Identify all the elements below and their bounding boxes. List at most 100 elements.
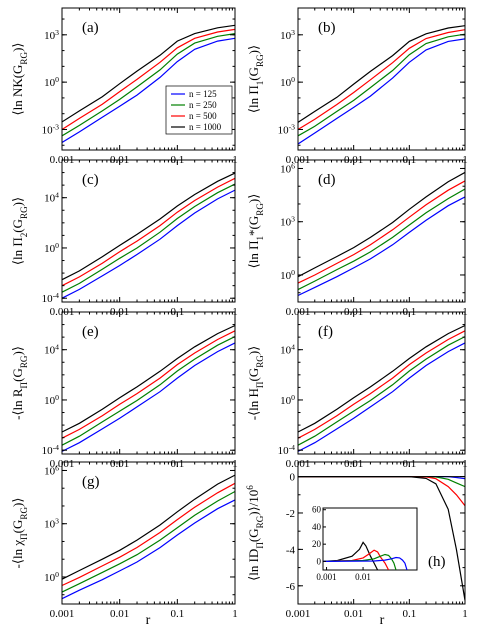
y-tick-label: 100 xyxy=(44,392,59,407)
y-tick-label: 103 xyxy=(280,27,295,42)
panel-label: (b) xyxy=(318,20,336,36)
x-tick-label: 0.1 xyxy=(170,608,184,620)
legend-entry: n = 1000 xyxy=(189,122,222,132)
y-axis-label: -⟨ln HΠ(GRG)⟩ xyxy=(246,346,265,421)
series-line-125 xyxy=(298,196,465,297)
y-tick-label: 104 xyxy=(44,342,59,357)
inset-plot: 0.001 0.01 0 20 40 60 xyxy=(312,505,418,582)
series-line-250 xyxy=(62,336,235,446)
series-line-1000 xyxy=(298,324,465,433)
inset-frame xyxy=(322,507,418,571)
panel-label: (d) xyxy=(318,172,336,188)
y-axis-label: -⟨ln RΠ(GRG)⟩ xyxy=(10,346,29,420)
series-line-125 xyxy=(62,189,235,299)
legend-entry: n = 250 xyxy=(189,100,217,110)
series-line-250 xyxy=(298,336,465,446)
panel-label: (a) xyxy=(82,20,99,36)
panel-label: (c) xyxy=(82,172,99,188)
series-line-250 xyxy=(62,490,235,593)
plot-frame xyxy=(61,7,236,151)
inset-series-line-125 xyxy=(323,556,408,570)
series-group xyxy=(62,24,235,144)
inset-y-tick-label: 60 xyxy=(312,505,322,515)
plot-frame xyxy=(61,159,236,303)
series-group xyxy=(62,172,235,299)
y-tick-label: -6 xyxy=(286,581,296,593)
y-tick-label: -4 xyxy=(286,544,296,556)
plot-frame xyxy=(61,311,236,455)
series-line-250 xyxy=(298,188,465,291)
series-line-125 xyxy=(62,37,235,144)
series-line-500 xyxy=(62,177,235,287)
y-tick-label: 100 xyxy=(280,267,295,282)
y-tick-label: -2 xyxy=(286,508,295,520)
y-tick-label: 100 xyxy=(44,75,59,90)
inset-x-tick-label: 0.01 xyxy=(355,572,371,582)
series-line-500 xyxy=(62,28,235,131)
y-tick-label: 10-3 xyxy=(42,122,60,137)
series-line-250 xyxy=(62,183,235,293)
series-line-1000 xyxy=(62,172,235,281)
inset-series-line-500 xyxy=(323,549,390,570)
series-line-1000 xyxy=(298,171,465,278)
plot-frame xyxy=(297,311,466,455)
series-line-1000 xyxy=(62,324,235,433)
series-line-125 xyxy=(298,38,465,145)
series-line-125 xyxy=(298,342,465,452)
plot-frame xyxy=(297,461,466,605)
y-tick-label: 10-3 xyxy=(278,122,296,137)
y-tick-label: 10-4 xyxy=(42,443,60,458)
y-tick-label: 103 xyxy=(44,516,59,531)
y-tick-label: 103 xyxy=(44,27,59,42)
series-group xyxy=(62,324,235,452)
series-line-125 xyxy=(62,342,235,452)
y-axis-label: -⟨ln χΠ(GRG)⟩ xyxy=(10,498,29,569)
panel-label: (e) xyxy=(82,324,99,340)
y-tick-label: 10-4 xyxy=(42,291,60,306)
x-tick-label: 1 xyxy=(232,608,238,620)
y-tick-label: 103 xyxy=(280,214,295,229)
y-axis-label: ⟨ln Π2(GRG)⟩ xyxy=(10,197,29,265)
inset-series-line-1000 xyxy=(323,541,379,570)
series-line-250 xyxy=(298,33,465,137)
panel-g: 0.001 0.01 0.1 1 100 103 106 -⟨ln χΠ(GRG)⟩ (g) xyxy=(10,461,238,620)
y-tick-label: 0 xyxy=(290,472,296,484)
x-axis-label: r xyxy=(146,613,151,627)
legend-entry: n = 500 xyxy=(189,111,217,121)
series-line-125 xyxy=(62,499,235,600)
x-tick-label: 0.001 xyxy=(50,608,75,620)
plot-frame xyxy=(61,461,236,605)
y-axis-label: ⟨ln Π1(GRG)⟩ xyxy=(246,45,265,113)
series-line-500 xyxy=(298,29,465,131)
y-tick-label: 104 xyxy=(44,190,59,205)
y-axis-label: ⟨ln IDΠ(GRG)⟩/106 xyxy=(245,485,265,581)
series-line-500 xyxy=(298,180,465,284)
y-tick-label: 100 xyxy=(44,240,59,255)
y-tick-label: 104 xyxy=(280,342,295,357)
series-line-1000 xyxy=(298,25,465,123)
x-tick-label: 0.1 xyxy=(402,608,416,620)
y-tick-label: 100 xyxy=(44,569,59,584)
series-line-1000 xyxy=(62,474,235,580)
panel-label: (f) xyxy=(318,324,333,340)
series-line-1000 xyxy=(62,24,235,123)
x-tick-label: 0.01 xyxy=(110,608,129,620)
x-tick-label: 0.01 xyxy=(344,608,363,620)
x-tick-label: 1 xyxy=(462,608,468,620)
y-axis-label: ⟨ln Π1*(GRG)⟩ xyxy=(246,194,265,269)
inset-y-tick-label: 20 xyxy=(312,539,322,549)
y-tick-label: 100 xyxy=(280,75,295,90)
panel-label: (g) xyxy=(82,474,100,490)
inset-y-tick-label: 40 xyxy=(312,522,322,532)
x-axis-label: r xyxy=(380,613,385,627)
series-line-500 xyxy=(298,330,465,439)
inset-y-tick-label: 0 xyxy=(317,556,322,566)
plot-frame xyxy=(297,159,466,303)
y-tick-label: 100 xyxy=(280,392,295,407)
panel-label: (h) xyxy=(428,554,446,570)
series-group xyxy=(298,324,465,452)
series-group xyxy=(62,474,235,600)
